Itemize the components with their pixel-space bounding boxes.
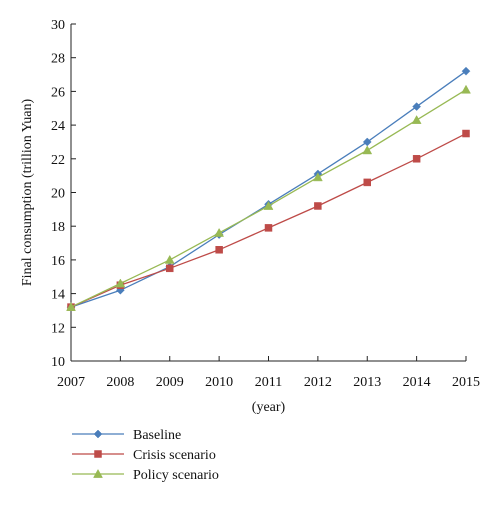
legend-entry: Crisis scenario [72, 448, 216, 463]
y-tick-label: 10 [51, 355, 65, 370]
x-tick-label: 2008 [106, 375, 134, 390]
series-lines [66, 66, 471, 312]
y-tick-label: 24 [51, 119, 65, 134]
data-point [412, 155, 421, 163]
y-tick-label: 18 [51, 220, 65, 235]
legend-label: Crisis scenario [133, 448, 216, 463]
data-point [411, 115, 422, 124]
x-tick-label: 2015 [452, 375, 480, 390]
data-point [214, 227, 225, 237]
y-axis-title: Final consumption (trillion Yuan) [20, 99, 35, 287]
legend-marker [93, 468, 103, 478]
series-line [70, 70, 467, 308]
x-tick-label: 2010 [205, 375, 233, 390]
legend-label: Baseline [133, 428, 181, 443]
data-point [264, 224, 273, 232]
x-tick-label: 2011 [255, 375, 282, 390]
data-point [115, 278, 126, 288]
legend-marker [93, 429, 103, 439]
data-point [362, 145, 373, 155]
data-point [164, 254, 175, 264]
data-point [312, 172, 323, 182]
data-point [263, 200, 274, 210]
data-point [462, 129, 470, 138]
legend-entry: Policy scenario [72, 468, 219, 483]
legend-label: Policy scenario [133, 468, 219, 483]
series-line [70, 89, 467, 308]
x-tick-label: 2013 [353, 375, 381, 390]
y-tick-label: 16 [51, 254, 65, 269]
y-tick-label: 28 [51, 52, 65, 67]
axes: 10 12 14 16 18 20 22 24 26 28 30 2007 2008 2009 2010 20… [20, 18, 480, 415]
data-point [363, 178, 371, 187]
data-point [66, 302, 76, 311]
data-point [461, 84, 471, 94]
y-tick-label: 12 [51, 321, 65, 336]
x-tick-label: 2009 [156, 375, 184, 390]
data-point [314, 202, 322, 210]
y-tick-label: 30 [51, 18, 65, 33]
data-point [166, 264, 174, 273]
legend: Baseline Crisis scenario Policy scenario [72, 428, 219, 483]
x-tick-label: 2012 [304, 375, 332, 390]
data-point [412, 102, 421, 111]
x-tick-label: 2007 [57, 375, 85, 390]
series-baseline [66, 66, 471, 312]
series-crisis-scenario [67, 129, 470, 311]
series-policy-scenario [66, 84, 471, 311]
legend-marker [94, 450, 102, 458]
series-line [70, 132, 467, 308]
x-tick-label: 2014 [403, 375, 431, 390]
y-tick-label: 14 [51, 288, 65, 303]
y-tick-label: 22 [51, 153, 65, 168]
data-point [461, 66, 471, 76]
data-point [215, 246, 223, 254]
legend-entry: Baseline [72, 428, 181, 443]
x-axis-title: (year) [252, 400, 286, 415]
y-tick-label: 20 [51, 187, 65, 202]
y-tick-label: 26 [51, 85, 65, 100]
